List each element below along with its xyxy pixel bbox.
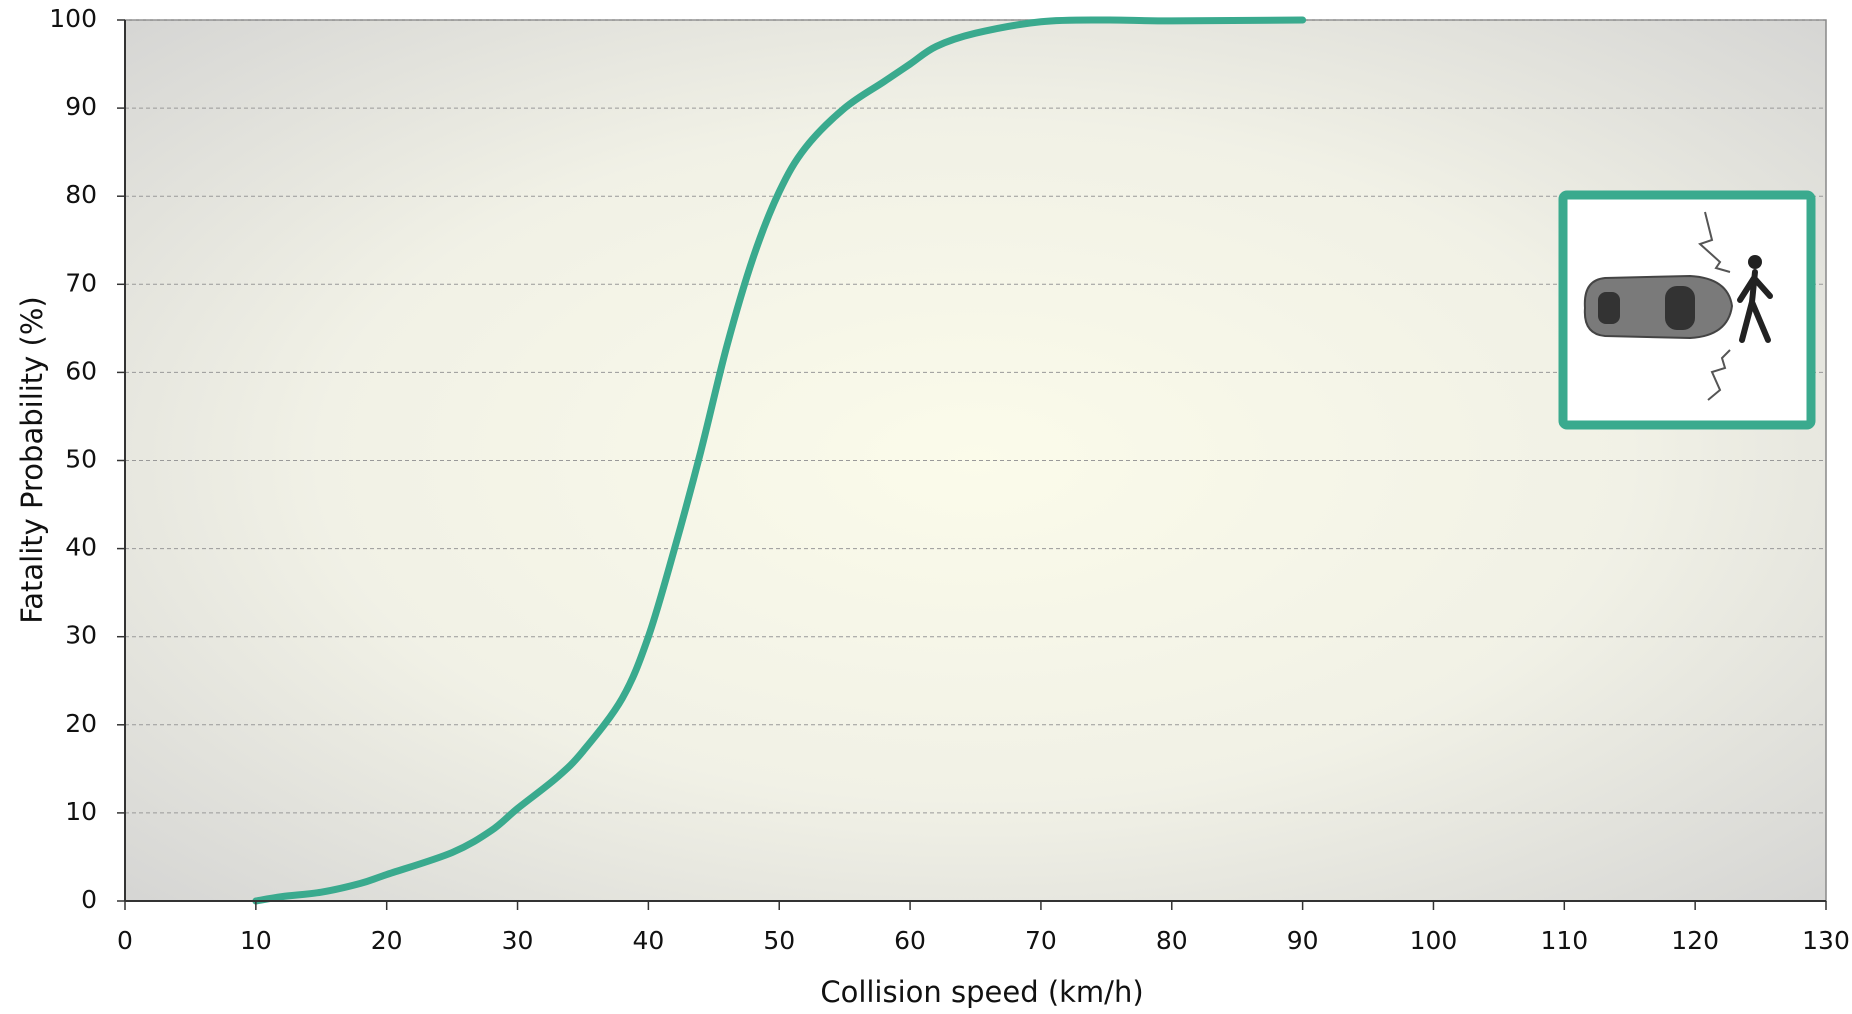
pedestrian [1737, 255, 1773, 343]
marks [252, 16, 1307, 905]
x-tick-label: 20 [371, 926, 403, 955]
x-axis-title: Collision speed (km/h) [820, 975, 1143, 1009]
y-tick-label: 40 [65, 533, 97, 562]
car [1583, 274, 1734, 340]
y-tick-label: 30 [65, 621, 97, 650]
x-tick-label: 60 [894, 926, 926, 955]
y-tick-label: 70 [65, 268, 97, 297]
y-tick-label: 80 [65, 180, 97, 209]
y-tick-label: 100 [49, 4, 97, 33]
y-tick-label: 60 [65, 356, 97, 385]
x-tick-label: 0 [117, 926, 133, 955]
x-tick-label: 70 [1025, 926, 1057, 955]
line [252, 16, 1307, 905]
x-tick-label: 30 [502, 926, 534, 955]
ticks: 0 10 20 30 40 50 60 70 80 90 100 0 10 20 30 40 50 60 70 80 9… [49, 4, 1850, 955]
x-tick-label: 40 [632, 926, 664, 955]
x-tick-label: 100 [1410, 926, 1458, 955]
icon [1558, 190, 1816, 430]
y-axis-title: Fatality Probability (%) [15, 296, 49, 624]
x-tick-label: 10 [240, 926, 272, 955]
x-tick-label: 120 [1671, 926, 1719, 955]
y-tick-label: 10 [65, 797, 97, 826]
impact-mark [1698, 211, 1731, 273]
x-tick-label: 80 [1156, 926, 1188, 955]
y-tick-label: 90 [65, 92, 97, 121]
y-tick-label: 20 [65, 709, 97, 738]
x-tick-label: 130 [1802, 926, 1850, 955]
x-tick-label: 110 [1540, 926, 1588, 955]
x-tick-label: 50 [763, 926, 795, 955]
y-tick-label: 0 [81, 885, 97, 914]
y-tick-label: 50 [65, 445, 97, 474]
x-tick-label: 90 [1287, 926, 1319, 955]
impact-mark [1707, 349, 1731, 401]
